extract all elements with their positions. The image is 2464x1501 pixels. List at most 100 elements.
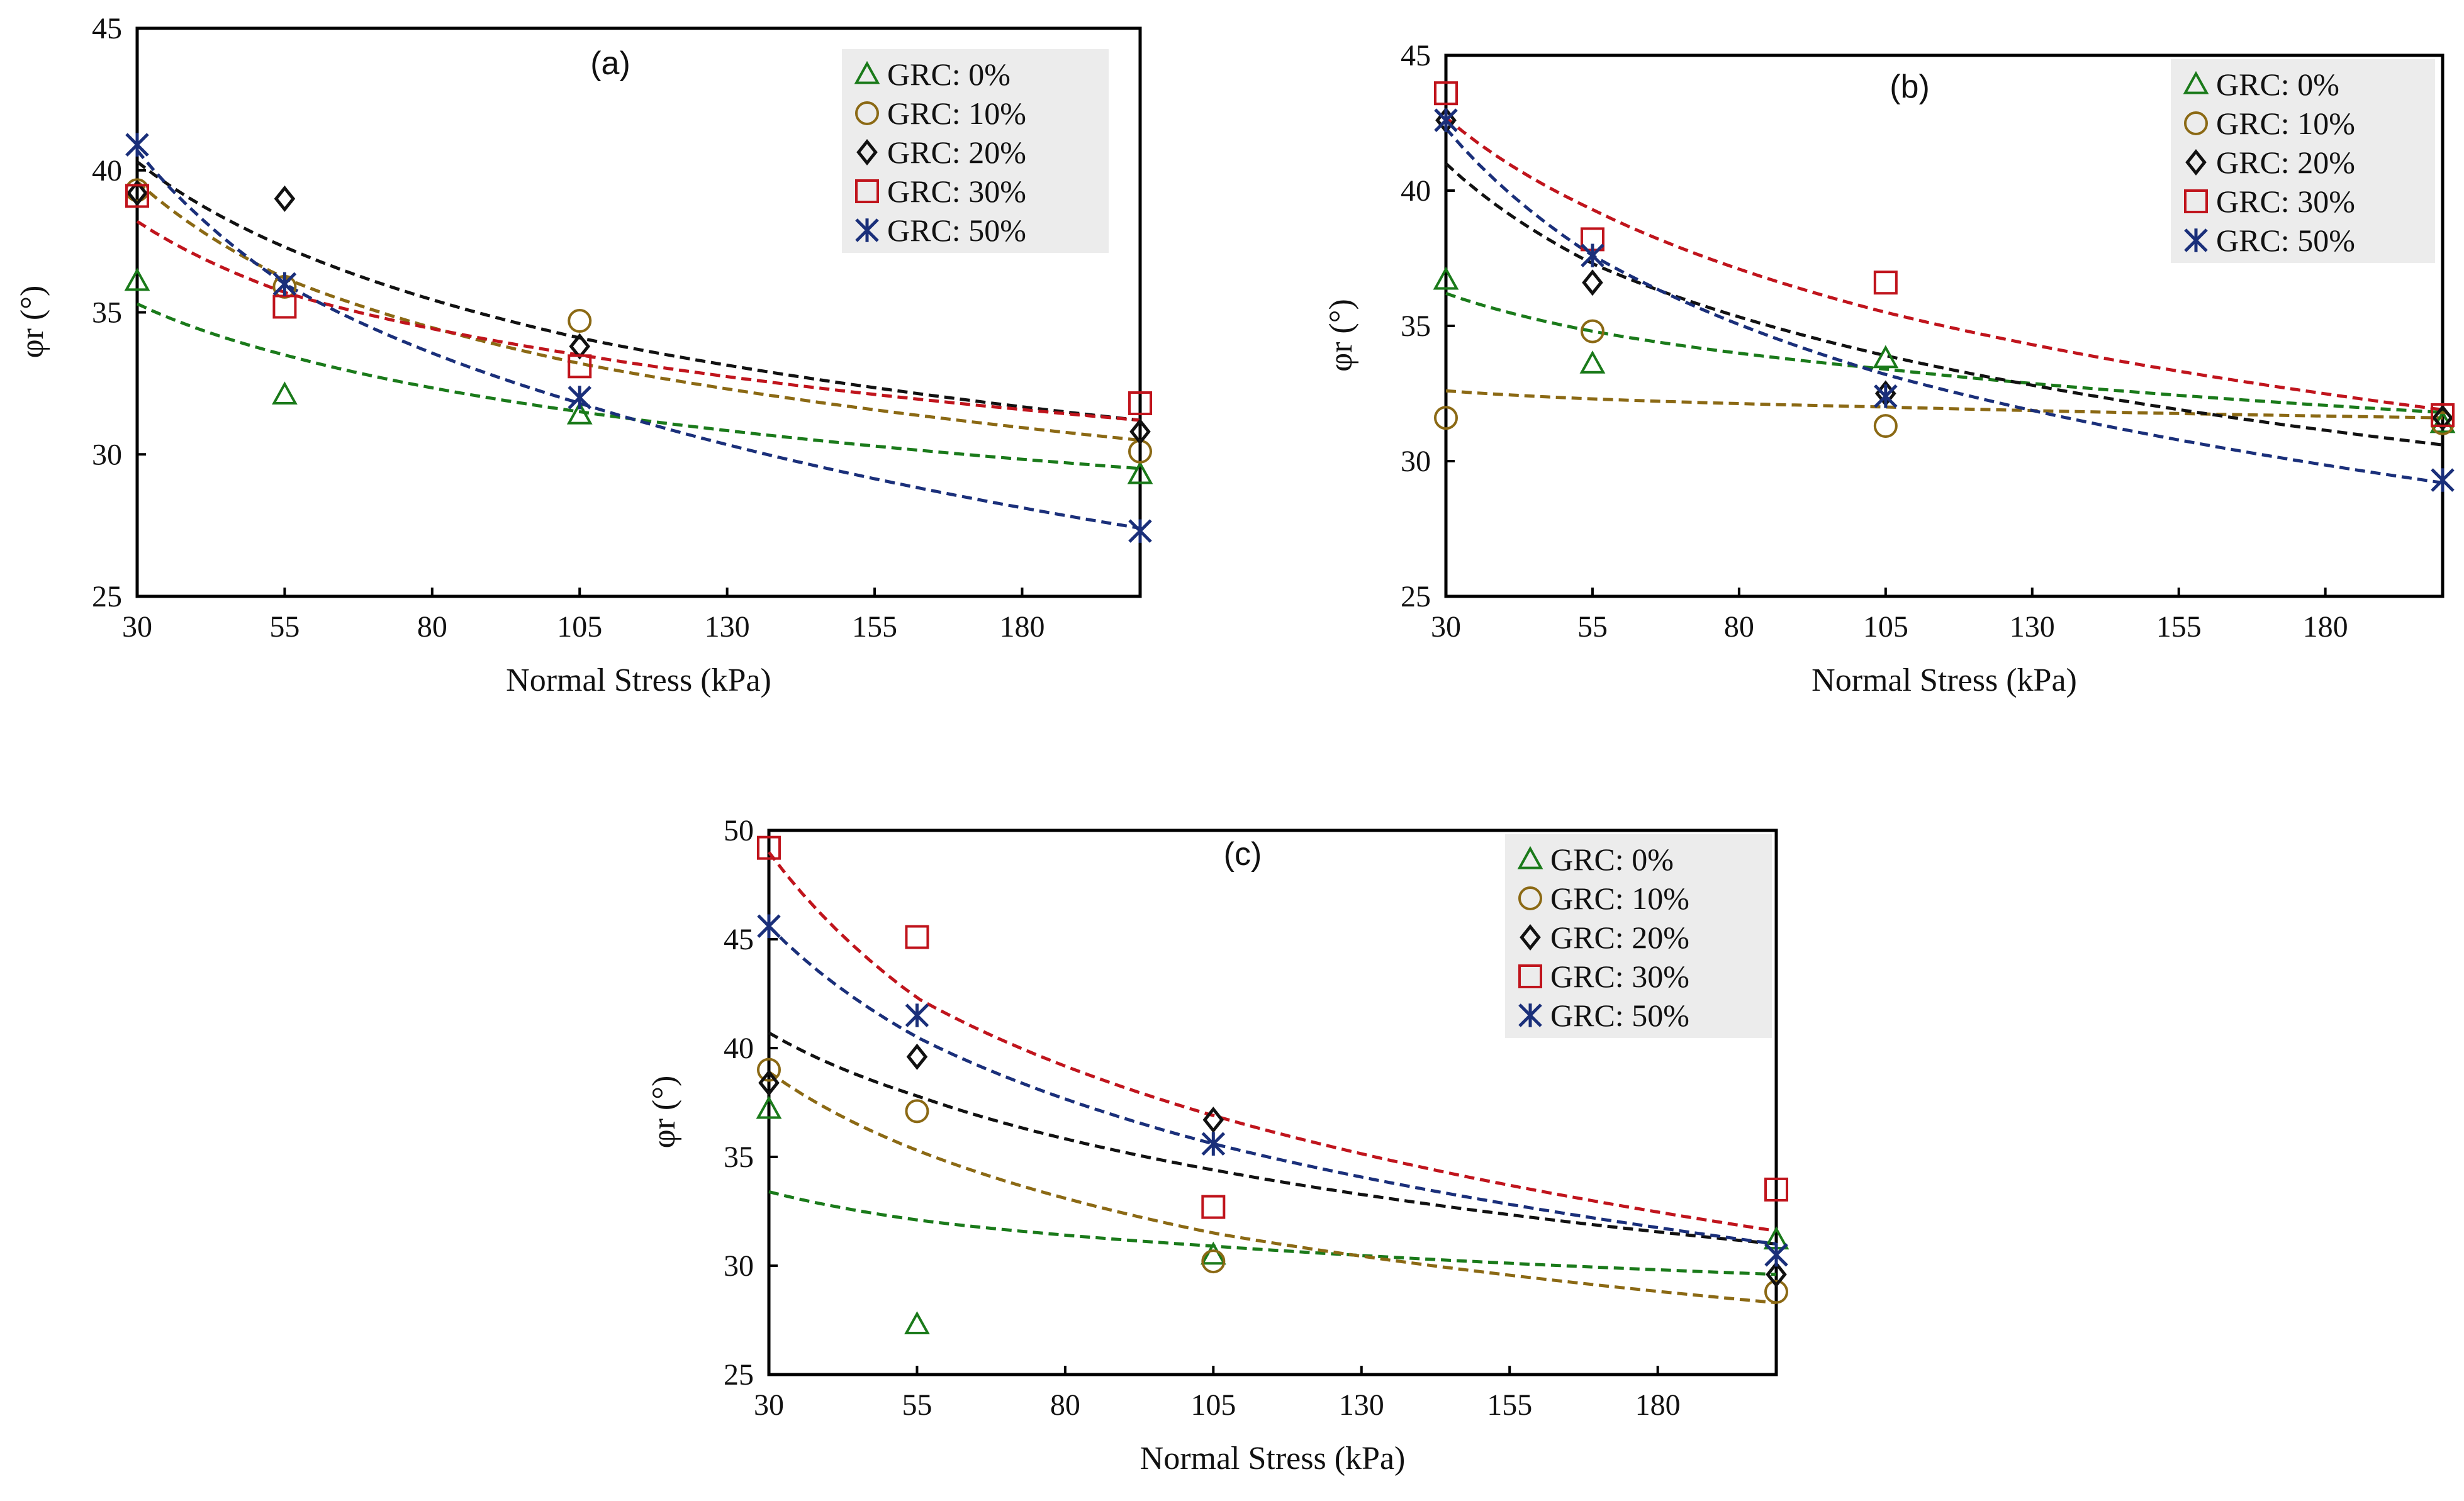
x-tick-label: 55 [902, 1388, 932, 1422]
y-axis-title: φr (°) [14, 286, 50, 359]
y-tick-label: 30 [724, 1249, 754, 1283]
data-point-grc-30 [757, 835, 781, 860]
y-tick-label: 50 [724, 814, 754, 847]
legend-label-grc-30: GRC: 30% [1550, 959, 1689, 994]
data-point-grc-20 [2432, 405, 2453, 432]
legend-diamond-icon [856, 138, 878, 166]
data-point-grc-20 [126, 179, 148, 206]
legend-label-grc-30: GRC: 30% [2216, 184, 2355, 219]
data-point-grc-50 [1128, 519, 1152, 543]
data-point-grc-20 [1582, 269, 1603, 296]
x-tick-label: 30 [1431, 610, 1461, 644]
x-tick-label: 30 [122, 610, 152, 644]
data-point-grc-50 [568, 386, 592, 410]
legend-triangle-icon [854, 60, 880, 84]
x-tick-label: 55 [269, 610, 300, 644]
x-tick-label: 105 [1863, 610, 1908, 644]
y-tick-label: 25 [92, 580, 122, 613]
y-axis-title: φr (°) [1323, 299, 1359, 372]
y-tick-label: 30 [92, 438, 122, 471]
y-tick-label: 25 [724, 1358, 754, 1392]
data-point-grc-10 [1580, 319, 1604, 343]
legend: GRC: 0% GRC: 10% GRC: 20% GRC: 30% GRC: 50% [842, 49, 1109, 253]
legend-circle-icon [855, 101, 879, 125]
y-tick-label: 35 [1401, 310, 1431, 343]
data-point-grc-50 [272, 272, 297, 296]
trend-line-grc-30 [768, 851, 1777, 1233]
y-tick-label: 45 [1401, 39, 1431, 72]
data-point-grc-0 [1200, 1241, 1226, 1265]
y-tick-label: 45 [724, 923, 754, 956]
x-tick-label: 55 [1577, 610, 1608, 644]
legend-label-grc-0: GRC: 0% [887, 57, 1011, 92]
legend-label-grc-30: GRC: 30% [887, 174, 1026, 209]
y-tick-label: 40 [724, 1032, 754, 1065]
data-point-grc-50 [1764, 1242, 1788, 1267]
data-point-grc-20 [569, 333, 591, 360]
x-tick-label: 155 [852, 610, 897, 644]
x-tick-label: 80 [1050, 1388, 1080, 1422]
legend-diamond-icon [2185, 148, 2207, 176]
legend-label-grc-10: GRC: 10% [887, 96, 1026, 131]
data-point-grc-10 [1434, 406, 1458, 430]
y-tick-label: 35 [724, 1141, 754, 1174]
data-point-grc-0 [1433, 266, 1459, 290]
legend-label-grc-10: GRC: 10% [2216, 106, 2355, 141]
data-point-grc-50 [905, 1003, 929, 1027]
legend-label-grc-10: GRC: 10% [1550, 881, 1689, 916]
data-point-grc-20 [1766, 1261, 1787, 1288]
data-point-grc-30 [272, 294, 297, 319]
legend: GRC: 0% GRC: 10% GRC: 20% GRC: 30% GRC: 50% [1505, 834, 1772, 1038]
panel-label: (b) [1890, 69, 1930, 105]
data-point-grc-10 [1873, 414, 1898, 438]
data-point-grc-50 [1874, 384, 1898, 408]
data-point-grc-0 [272, 381, 298, 405]
legend-label-grc-50: GRC: 50% [1550, 998, 1689, 1033]
trend-line-grc-20 [136, 160, 1141, 422]
legend-background [842, 49, 1109, 253]
y-tick-label: 40 [92, 154, 122, 187]
data-point-grc-20 [1202, 1107, 1224, 1134]
legend-triangle-icon [1517, 845, 1543, 869]
data-point-grc-20 [906, 1043, 928, 1070]
legend-square-icon [2184, 189, 2208, 213]
x-tick-label: 130 [2010, 610, 2055, 644]
data-point-grc-20 [274, 185, 296, 212]
legend-label-grc-20: GRC: 20% [1550, 920, 1689, 955]
legend-background [2171, 59, 2435, 263]
legend-label-grc-50: GRC: 50% [887, 213, 1026, 248]
data-point-grc-10 [905, 1099, 929, 1124]
trend-line-grc-30 [1445, 116, 2443, 411]
panel-label: (a) [590, 45, 630, 82]
data-point-grc-50 [1581, 243, 1604, 267]
legend-label-grc-0: GRC: 0% [2216, 67, 2339, 102]
x-tick-label: 80 [1724, 610, 1754, 644]
legend-label-grc-50: GRC: 50% [2216, 223, 2355, 258]
legend-square-icon [1518, 964, 1542, 988]
x-tick-label: 30 [754, 1388, 784, 1422]
data-point-grc-20 [758, 1069, 780, 1096]
data-point-grc-30 [2431, 403, 2455, 427]
x-axis-title: Normal Stress (kPa) [506, 662, 771, 698]
trend-line-grc-30 [136, 220, 1141, 422]
legend-x-icon [855, 218, 879, 242]
trend-line-grc-0 [768, 1190, 1777, 1276]
data-point-grc-30 [905, 925, 929, 949]
legend-circle-icon [2184, 111, 2208, 135]
data-point-grc-30 [1434, 81, 1458, 106]
trend-line-grc-0 [136, 302, 1141, 471]
legend-x-icon [1518, 1003, 1542, 1027]
legend-label-grc-20: GRC: 20% [887, 135, 1026, 170]
data-point-grc-50 [1201, 1132, 1226, 1156]
y-axis-title: φr (°) [646, 1076, 682, 1149]
x-tick-label: 105 [1190, 1388, 1236, 1422]
legend-square-icon [855, 179, 879, 203]
trend-line-grc-50 [1445, 127, 2443, 484]
x-tick-label: 80 [417, 610, 447, 644]
x-tick-label: 180 [1635, 1388, 1681, 1422]
x-tick-label: 155 [1487, 1388, 1532, 1422]
data-point-grc-50 [2431, 468, 2455, 492]
data-point-grc-50 [1434, 108, 1458, 132]
x-axis-title: Normal Stress (kPa) [1140, 1441, 1406, 1476]
x-axis-title: Normal Stress (kPa) [1812, 662, 2077, 698]
